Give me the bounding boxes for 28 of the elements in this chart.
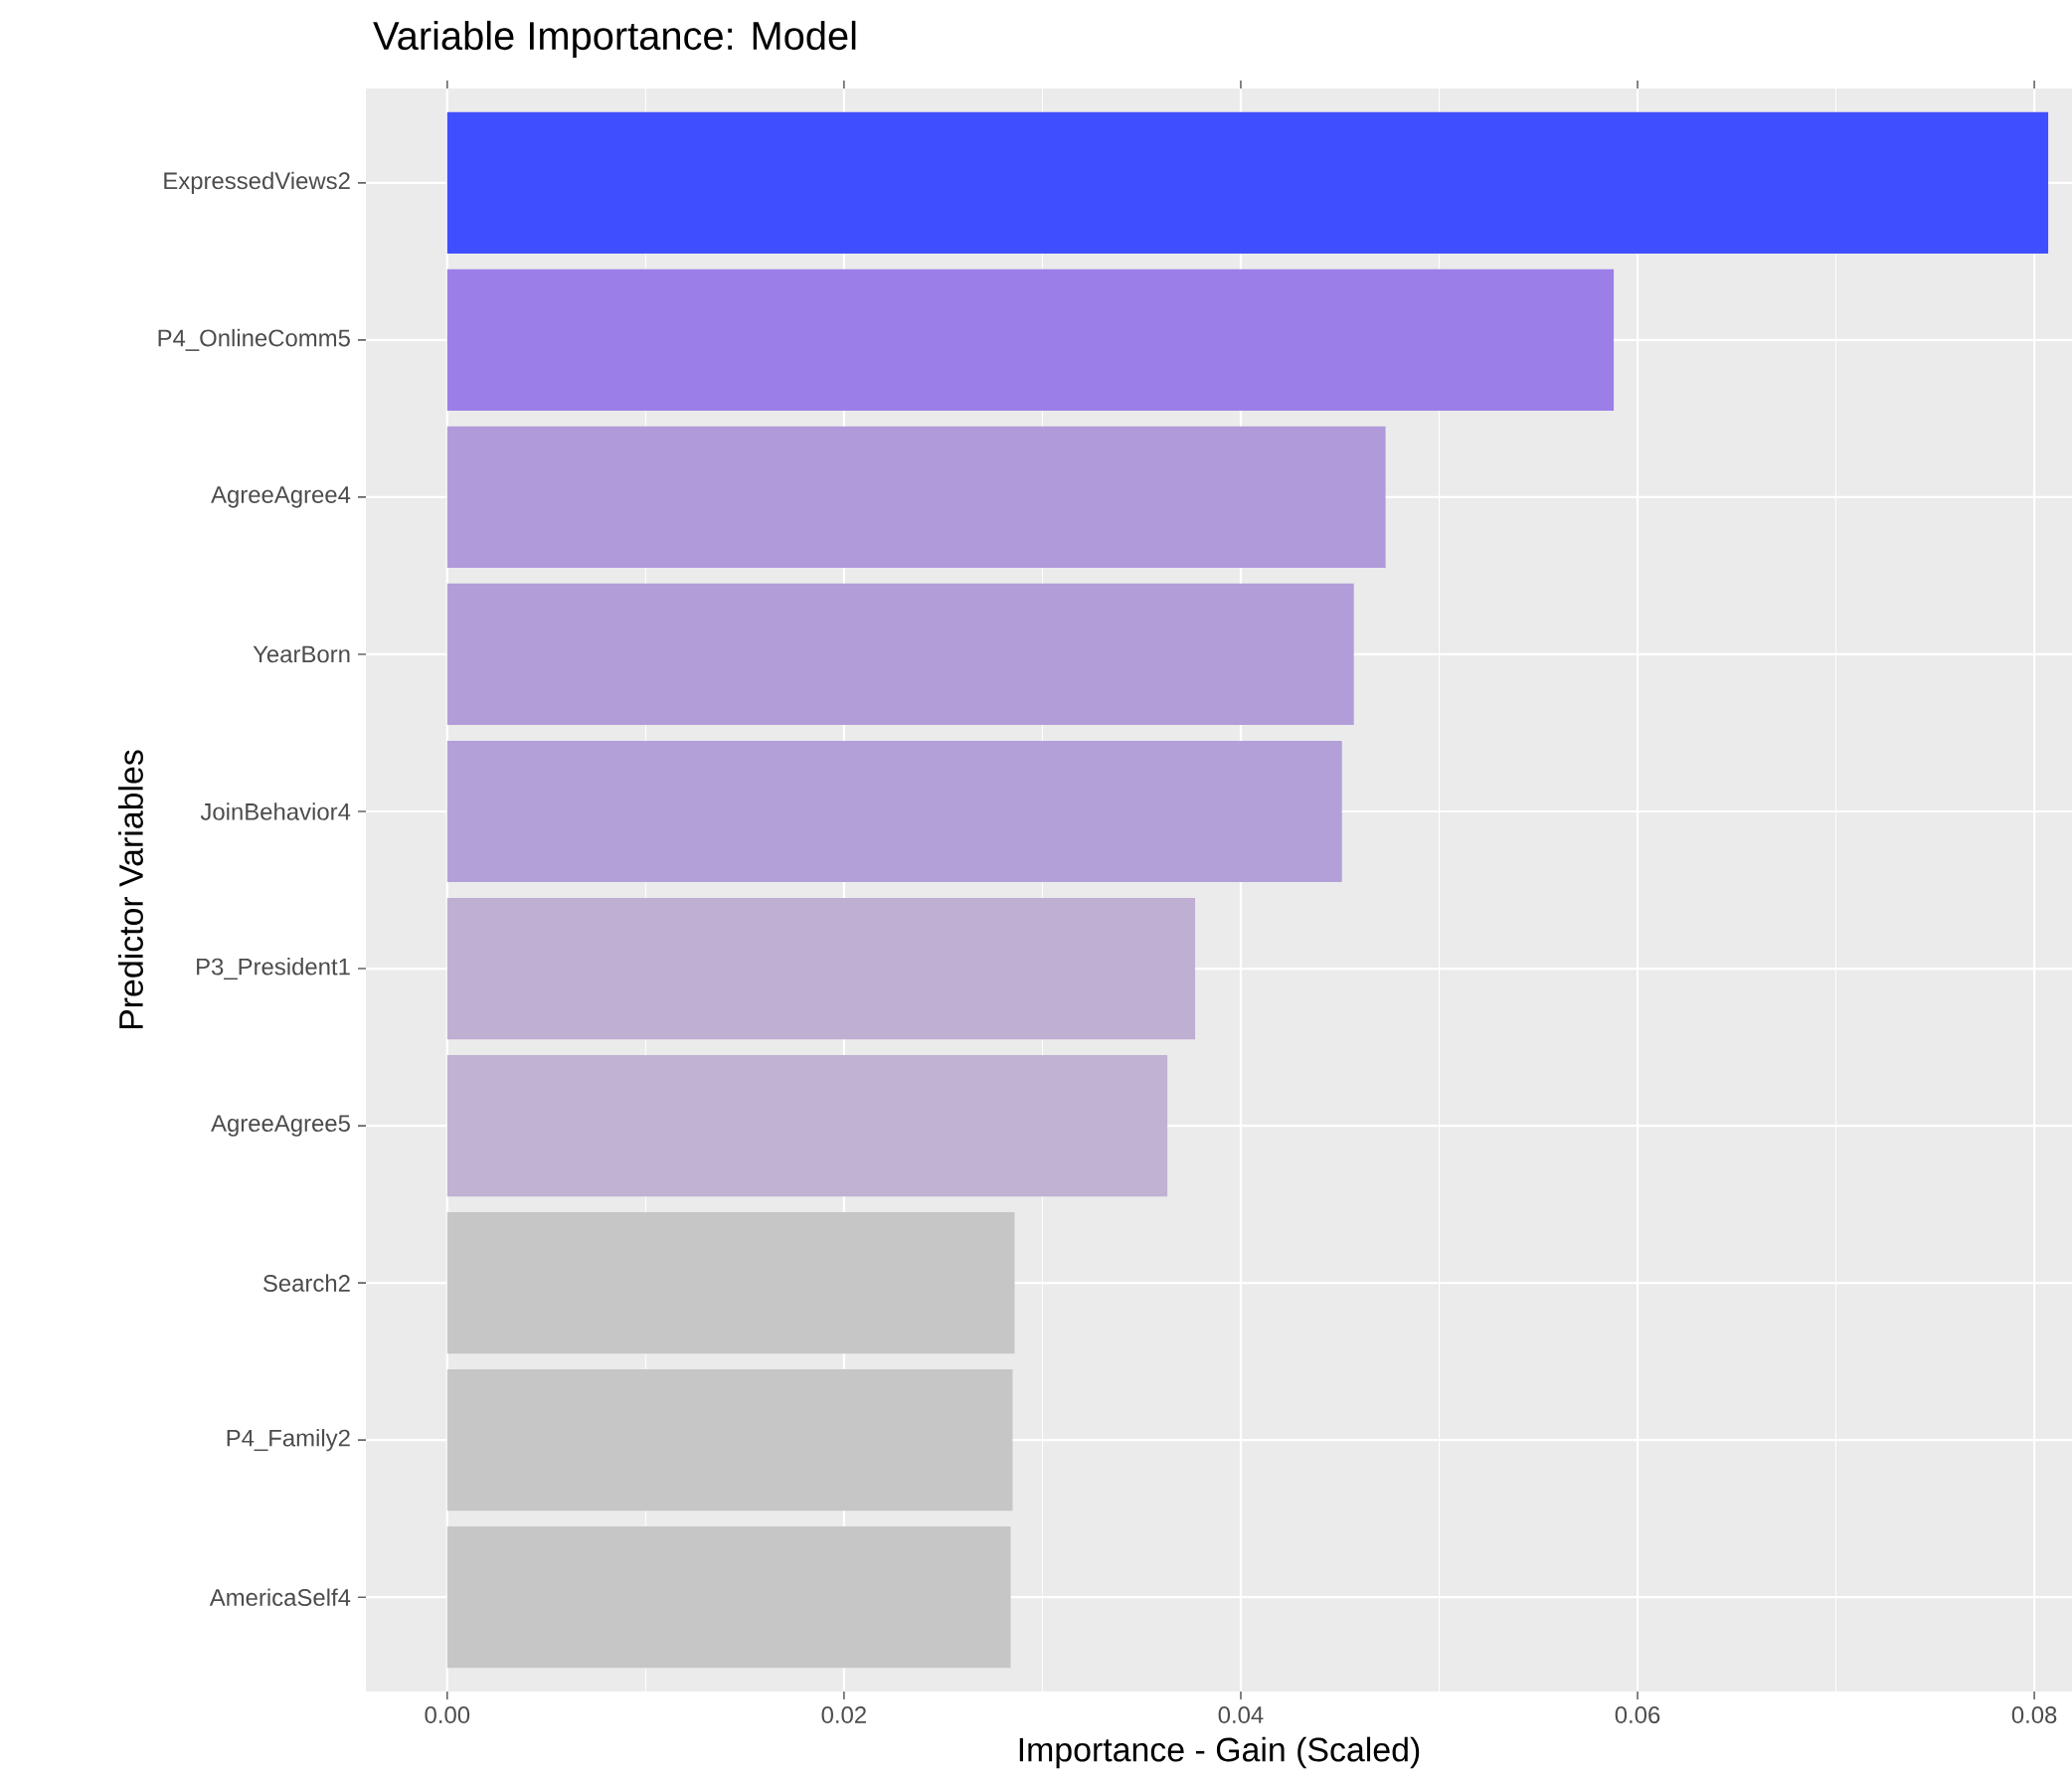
y-tick-label: YearBorn <box>253 645 350 663</box>
y-tick-label: P4_OnlineComm5 <box>158 328 350 351</box>
x-tick-label: 0.06 <box>1615 1706 1660 1723</box>
x-tick-label: 0.02 <box>821 1706 866 1723</box>
bar <box>446 583 1354 726</box>
x-axis-title: Importance - Gain (Scaled) <box>1019 1736 1420 1769</box>
bar <box>446 1369 1013 1512</box>
y-tick-label: ExpressedViews2 <box>164 171 350 194</box>
bar <box>446 426 1386 569</box>
x-tick-label: 0.04 <box>1218 1706 1264 1723</box>
x-tick-label: 0.00 <box>425 1706 470 1723</box>
y-tick-label: JoinBehavior4 <box>200 802 351 820</box>
y-tick-label: AgreeAgree4 <box>211 486 351 508</box>
bar <box>446 111 2049 254</box>
chart-title: Variable Importance: Model <box>373 20 856 59</box>
bar <box>446 1526 1011 1669</box>
bar <box>446 1212 1015 1354</box>
y-tick-label: Search2 <box>263 1274 350 1292</box>
bar <box>446 740 1342 883</box>
x-tick-label: 0.08 <box>2011 1706 2057 1723</box>
bar <box>446 268 1615 411</box>
y-tick-label: P4_Family2 <box>227 1429 350 1452</box>
y-tick-label: P3_President1 <box>197 958 350 980</box>
bar <box>446 897 1196 1040</box>
y-axis-title: Predictor Variables <box>118 750 143 1029</box>
y-tick-label: AgreeAgree5 <box>211 1115 350 1137</box>
bar <box>446 1054 1168 1197</box>
y-tick-label: AmericaSelf4 <box>209 1588 351 1606</box>
